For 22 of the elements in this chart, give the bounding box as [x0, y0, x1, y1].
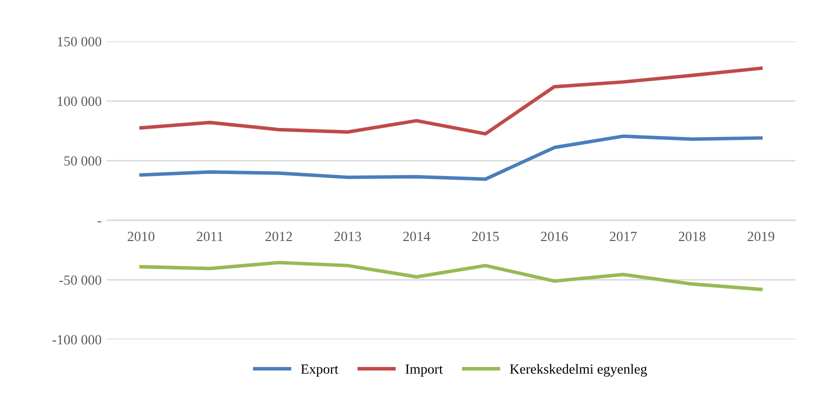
x-tick-label: 2014 — [403, 232, 430, 242]
y-tick-label: 100 000 — [58, 96, 102, 106]
x-tick-label: 2019 — [748, 232, 774, 242]
line-series — [139, 260, 763, 292]
x-tick-label: 2012 — [266, 232, 292, 242]
x-tick-label: 2011 — [196, 232, 223, 242]
x-tick-label: 2010 — [128, 232, 154, 242]
x-tick-label: 2016 — [541, 232, 568, 242]
y-tick-label: 50 000 — [64, 156, 102, 166]
line-series — [139, 66, 763, 136]
y-tick-label: 150 000 — [58, 36, 102, 46]
x-tick-label: 2013 — [334, 232, 362, 242]
y-tick-label: -100 000 — [52, 335, 102, 344]
legend-label: Import — [406, 364, 443, 377]
x-tick-label: 2018 — [678, 232, 706, 242]
y-tick-label: - — [98, 221, 102, 222]
line-series — [139, 134, 763, 181]
y-tick-label: -50 000 — [59, 275, 102, 285]
x-tick-label: 2017 — [610, 232, 637, 242]
x-tick-label: 2015 — [472, 232, 499, 242]
legend-label: Export — [301, 364, 338, 377]
legend-label: Kerekskedelmi egyenleg — [510, 364, 647, 377]
